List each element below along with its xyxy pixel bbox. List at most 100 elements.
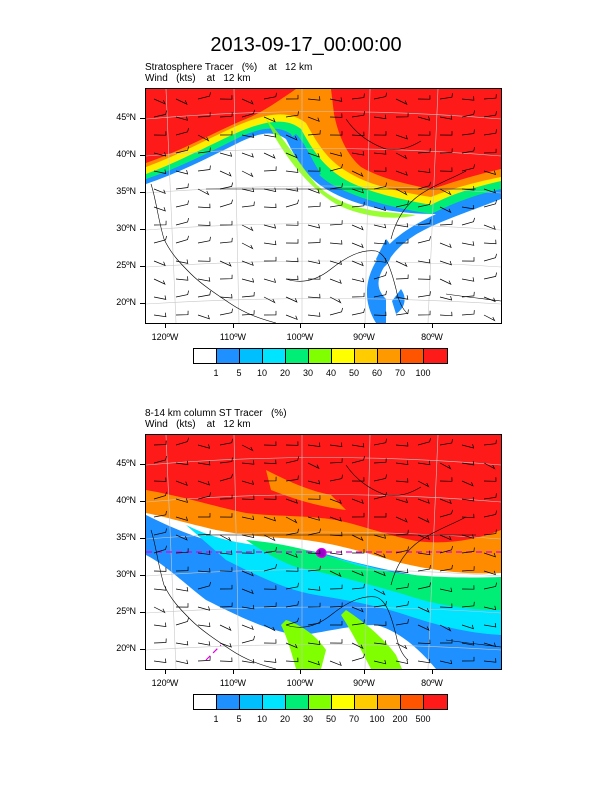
wind-barb — [373, 290, 387, 298]
wind-barb — [329, 307, 343, 316]
wind-barb — [263, 459, 277, 465]
lon-label-110w: 110ºW — [219, 678, 247, 688]
wind-barb — [373, 167, 387, 172]
wind-barb — [241, 98, 254, 105]
wind-barb — [197, 147, 211, 154]
wind-barb — [153, 638, 167, 644]
lon-label-120w: 120ºW — [151, 332, 179, 342]
lon-label-100w: 100ºW — [286, 332, 314, 342]
wind-barb — [351, 477, 365, 482]
colorbar-swatch — [355, 695, 378, 709]
colorbar-swatch — [263, 349, 286, 363]
wind-barb — [263, 240, 277, 246]
wind-barb — [461, 480, 474, 487]
wind-barb — [439, 131, 453, 136]
wind-barb — [417, 168, 431, 174]
lat-label-25n: 25ºN — [116, 260, 136, 270]
wind-barb — [285, 275, 299, 281]
wind-barb — [307, 602, 321, 608]
wind-barb — [351, 308, 365, 316]
wind-barb — [307, 116, 320, 122]
wind-barb — [263, 639, 277, 644]
wind-barb — [439, 206, 452, 214]
wind-barb — [439, 242, 452, 249]
wind-barb — [285, 199, 299, 208]
wind-barb — [373, 640, 387, 645]
wind-barb — [285, 221, 299, 226]
wind-barb — [175, 587, 189, 592]
wind-barb — [395, 295, 409, 300]
panel1-map — [145, 88, 502, 324]
lon-label-80w: 80ºW — [421, 332, 443, 342]
wind-barb — [461, 547, 475, 554]
colorbar-label: 10 — [256, 368, 267, 378]
wind-barb — [329, 201, 343, 208]
wind-barb — [153, 312, 167, 318]
wind-barbs — [153, 437, 497, 667]
wind-barb — [417, 550, 431, 556]
wind-barb — [461, 291, 475, 298]
lat-label-30n: 30ºN — [116, 569, 136, 579]
wind-barb — [417, 116, 431, 121]
wind-barb — [395, 112, 409, 118]
wind-barb — [285, 552, 298, 558]
wind-barb — [483, 462, 496, 470]
wind-barb — [329, 458, 343, 464]
wind-barb — [373, 114, 387, 120]
wind-barb — [395, 170, 408, 176]
wind-barb — [197, 606, 211, 611]
wind-barb — [373, 588, 386, 596]
wind-barb — [263, 310, 277, 316]
wind-barb — [307, 442, 321, 448]
wind-barb — [439, 260, 452, 266]
wind-barb — [197, 492, 211, 500]
wind-barb — [197, 221, 211, 226]
colorbar-swatch — [217, 349, 240, 363]
wind-barb — [439, 603, 453, 608]
colorbar-swatch — [424, 349, 447, 363]
colorbar-swatch — [263, 695, 286, 709]
wind-barb — [153, 260, 166, 267]
colorbar-swatch — [240, 349, 263, 363]
wind-barb — [373, 601, 387, 608]
wind-barb — [395, 498, 409, 504]
wind-barb — [329, 442, 343, 448]
wind-barb — [329, 183, 343, 190]
wind-barb — [307, 479, 321, 485]
wind-barb — [483, 582, 497, 590]
wind-barb — [483, 199, 497, 208]
column-yellow-south — [281, 610, 402, 669]
wind-barb — [219, 624, 232, 631]
wind-barb — [241, 152, 254, 158]
lat-label-40n: 40ºN — [116, 149, 136, 159]
wind-barb — [197, 480, 210, 486]
wind-barb — [439, 148, 453, 154]
wind-barb — [351, 111, 365, 118]
wind-barb — [197, 550, 211, 555]
wind-barb — [417, 181, 431, 190]
wind-barb — [439, 587, 453, 593]
wind-barb — [197, 656, 211, 662]
wind-barb — [395, 188, 408, 196]
wind-barb — [153, 456, 167, 464]
wind-barb — [219, 438, 233, 446]
wind-barb — [439, 564, 453, 572]
wind-barb — [329, 474, 343, 482]
wind-barb — [153, 440, 167, 446]
wind-barb — [153, 586, 167, 591]
column-cyan — [186, 525, 501, 635]
wind-barb — [219, 550, 233, 555]
lat-label-20n: 20ºN — [116, 643, 136, 653]
wind-barb — [439, 545, 453, 554]
wind-barb — [197, 203, 211, 209]
wind-barb — [395, 223, 409, 228]
wind-barb — [461, 147, 475, 154]
wind-barb — [307, 202, 321, 208]
wind-barb — [285, 498, 298, 504]
colorbar-label: 5 — [236, 714, 242, 724]
colorbar-label: 50 — [348, 368, 359, 378]
wind-barb — [153, 206, 166, 212]
wind-barb — [373, 239, 387, 245]
wind-barb — [153, 658, 167, 664]
wind-barb — [153, 131, 167, 136]
